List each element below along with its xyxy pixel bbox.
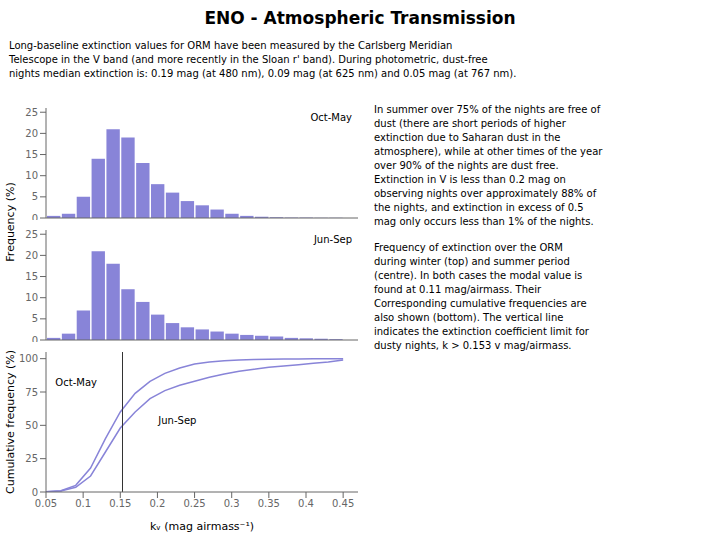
html-text:nights median extinction is: 0: nights median extinction is: 0.19 mag (a… — [9, 68, 517, 79]
svg-text:100: 100 — [19, 353, 38, 364]
svg-text:0: 0 — [32, 335, 38, 342]
svg-text:0.25: 0.25 — [183, 498, 205, 509]
html-text:over 90% of the nights are dus: over 90% of the nights are dust free. — [374, 160, 559, 171]
html-text:Jun-Sep: Jun-Sep — [313, 234, 352, 245]
html-text:atmosphere), while at other ti: atmosphere), while at other times of the… — [374, 146, 603, 157]
svg-text:0.05: 0.05 — [35, 498, 57, 509]
html-text:In summer over 75% of the nigh: In summer over 75% of the nights are fre… — [374, 104, 601, 115]
svg-text:25: 25 — [25, 107, 38, 118]
html-text:also shown (bottom). The verti: also shown (bottom). The vertical line — [374, 312, 564, 323]
svg-text:75: 75 — [25, 387, 38, 398]
html-text:(centre). In both cases the mo: (centre). In both cases the modal value … — [374, 270, 583, 281]
svg-text:0.3: 0.3 — [224, 498, 240, 509]
html-text:Long-baseline extinction value: Long-baseline extinction values for ORM … — [9, 40, 453, 51]
svg-text:5: 5 — [32, 313, 38, 324]
svg-text:10: 10 — [25, 170, 38, 181]
html-text:ENO - Atmospheric Transmission: ENO - Atmospheric Transmission — [204, 8, 516, 28]
html-text:extinction due to Saharan dust: extinction due to Saharan dust in the — [374, 132, 561, 143]
svg-text:0.15: 0.15 — [109, 498, 131, 509]
svg-text:10: 10 — [25, 292, 38, 303]
html-text:the nights, and extinction in: the nights, and extinction in excess of … — [374, 202, 584, 213]
svg-text:0: 0 — [32, 487, 38, 498]
svg-text:0.2: 0.2 — [149, 498, 165, 509]
svg-text:0: 0 — [32, 213, 38, 220]
html-text:Extinction in V is less than 0: Extinction in V is less than 0.2 mag on — [374, 174, 566, 185]
svg-text:25: 25 — [25, 453, 38, 464]
html-text:observing nights over approxim: observing nights over approximately 88% … — [374, 188, 597, 199]
svg-text:20: 20 — [25, 250, 38, 261]
svg-text:50: 50 — [25, 420, 38, 431]
html-text:indicates the extinction coeff: indicates the extinction coefficient lim… — [374, 326, 589, 337]
html-text:Corresponding cumulative frequ: Corresponding cumulative frequencies are — [374, 298, 587, 309]
svg-text:0.45: 0.45 — [332, 498, 354, 509]
html-text:Oct-May: Oct-May — [55, 377, 97, 389]
html-text:Frequency of extinction over t: Frequency of extinction over the ORM — [374, 242, 563, 253]
svg-text:15: 15 — [25, 271, 38, 282]
svg-text:kᵥ (mag airmass⁻¹): kᵥ (mag airmass⁻¹) — [150, 520, 254, 533]
html-text:during winter (top) and summer: during winter (top) and summer period — [374, 256, 570, 267]
svg-text:15: 15 — [25, 149, 38, 160]
html-text:dust (there are short periods: dust (there are short periods of higher — [374, 118, 566, 129]
html-text:Telescope in the V band (and m: Telescope in the V band (and more recent… — [9, 54, 488, 65]
html-text:Cumulative frequency (%): Cumulative frequency (%) — [3, 350, 17, 494]
svg-text:0.4: 0.4 — [298, 498, 314, 509]
html-text:Oct-May: Oct-May — [310, 112, 352, 123]
html-text:Jun-Sep: Jun-Sep — [158, 415, 197, 426]
html-text:mag only occurs less than 1% o: mag only occurs less than 1% of the nigh… — [374, 216, 594, 227]
html-text:dusty nights, k > 0.153 v mag/: dusty nights, k > 0.153 v mag/airmass. — [374, 340, 572, 351]
svg-text:25: 25 — [25, 229, 38, 240]
html-text:Frequency (%): Frequency (%) — [3, 182, 17, 262]
svg-text:5: 5 — [32, 191, 38, 202]
svg-text:0.35: 0.35 — [258, 498, 280, 509]
html-text:found at 0.11 mag/airmass. The: found at 0.11 mag/airmass. Their — [374, 284, 542, 295]
svg-text:20: 20 — [25, 128, 38, 139]
svg-text:0.1: 0.1 — [75, 498, 91, 509]
